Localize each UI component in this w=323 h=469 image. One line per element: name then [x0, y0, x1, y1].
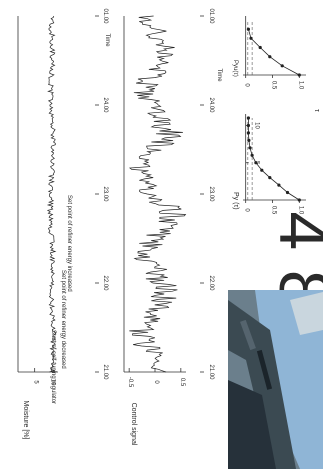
moisture-xlabel: Time [104, 33, 110, 47]
moisture-series-line [46, 15, 57, 373]
control-signal-time-tick-label: 24.00 [208, 97, 214, 113]
py-lag-tick-label: 10 [254, 122, 260, 129]
moisture-plot-area: 21.00 22.00 23.00 24.00 01.00 10 5 [17, 8, 108, 386]
pyu-series-line [248, 29, 300, 76]
pyu-value-tick-label: 1.0 [297, 81, 303, 90]
py-series-line [247, 118, 300, 201]
moisture-annotation-start: Start of self-tuning regulator [50, 330, 56, 404]
pyu-data-point [249, 36, 253, 40]
moisture-time-tick-label: 21.00 [102, 364, 108, 380]
control-signal-time-tick-label: 22.00 [208, 275, 214, 291]
py-tau-glyph: τ [313, 109, 320, 112]
control-signal-series-line [128, 15, 187, 373]
py-data-point [247, 138, 251, 142]
py-data-point [250, 153, 254, 157]
moisture-time-tick-label: 01.00 [102, 8, 108, 24]
py-data-point [297, 198, 301, 202]
control-signal-value-tick-label: -0.5 [127, 377, 133, 388]
control-signal-time-tick-label: 21.00 [208, 364, 214, 380]
control-signal-ylabel: Control signal [130, 403, 137, 446]
py-data-point [246, 131, 250, 135]
photo-machine-arm [228, 300, 296, 469]
photo-machine-body [228, 380, 276, 469]
py-chart: 1.00.50510 Py (τ) τ [232, 109, 320, 215]
py-data-point [260, 168, 264, 172]
control-signal-value-tick-label: 0.5 [179, 378, 185, 387]
moisture-time-tick-label: 22.00 [102, 275, 108, 291]
control-signal-plot-area: 21.00 22.00 23.00 24.00 01.00 0.5 0 -0.5 [123, 8, 214, 388]
control-signal-time-tick-label: 01.00 [208, 8, 214, 24]
moisture-time-tick-label: 23.00 [102, 186, 108, 202]
py-data-point [277, 183, 281, 187]
refiner-photo [228, 290, 323, 469]
pyu-value-tick-label: 0.5 [271, 81, 277, 90]
py-data-point [268, 176, 272, 180]
pyu-chart: 1.0 0.5 0 Pyu(τ) [232, 16, 306, 90]
moisture-annotation-increased: Set point of refiner energy increased [66, 195, 72, 292]
py-value-tick-label: 0 [244, 208, 250, 212]
photo-light-panel [290, 292, 323, 335]
py-value-tick-label: 0.5 [271, 206, 277, 215]
pyu-plot-area: 1.0 0.5 0 [243, 16, 306, 90]
py-data-point [246, 116, 250, 120]
pyu-data-point [258, 45, 262, 50]
py-data-point [248, 146, 252, 150]
moisture-time-tick-label: 24.00 [102, 97, 108, 113]
control-signal-value-tick-label: 0 [153, 380, 159, 384]
moisture-ylabel: Moisture [%] [22, 401, 29, 440]
control-signal-time-tick-label: 23.00 [208, 186, 214, 202]
control-signal-xlabel: Time [216, 68, 222, 82]
py-data-point [246, 123, 250, 128]
moisture-chart: 21.00 22.00 23.00 24.00 01.00 10 5 Moisture [%… [17, 8, 108, 440]
py-data-point [285, 190, 290, 195]
pyu-ylabel: Pyu(τ) [232, 60, 238, 77]
pyu-data-point [297, 73, 301, 77]
pyu-data-point [268, 55, 272, 59]
py-data-point [254, 161, 258, 165]
pyu-data-point [280, 64, 284, 68]
moisture-value-tick-label: 5 [33, 380, 39, 384]
py-value-tick-label: 1.0 [297, 206, 303, 215]
photo-sky [255, 290, 323, 469]
pyu-value-tick-label: 0 [244, 83, 250, 87]
moisture-annotation-decreased: Set point of refiner energy decreased [60, 270, 66, 369]
control-signal-chart: 21.00 22.00 23.00 24.00 01.00 0.5 0 -0.5 Contro… [104, 8, 222, 445]
pyu-data-point [246, 27, 250, 31]
photo-detail-2 [256, 349, 273, 390]
py-plot-area: 1.00.50510 [243, 114, 306, 215]
moisture-value-tick-label: 10 [49, 379, 55, 386]
photo-detail-1 [240, 319, 256, 351]
py-ylabel: Py (τ) [232, 192, 239, 210]
